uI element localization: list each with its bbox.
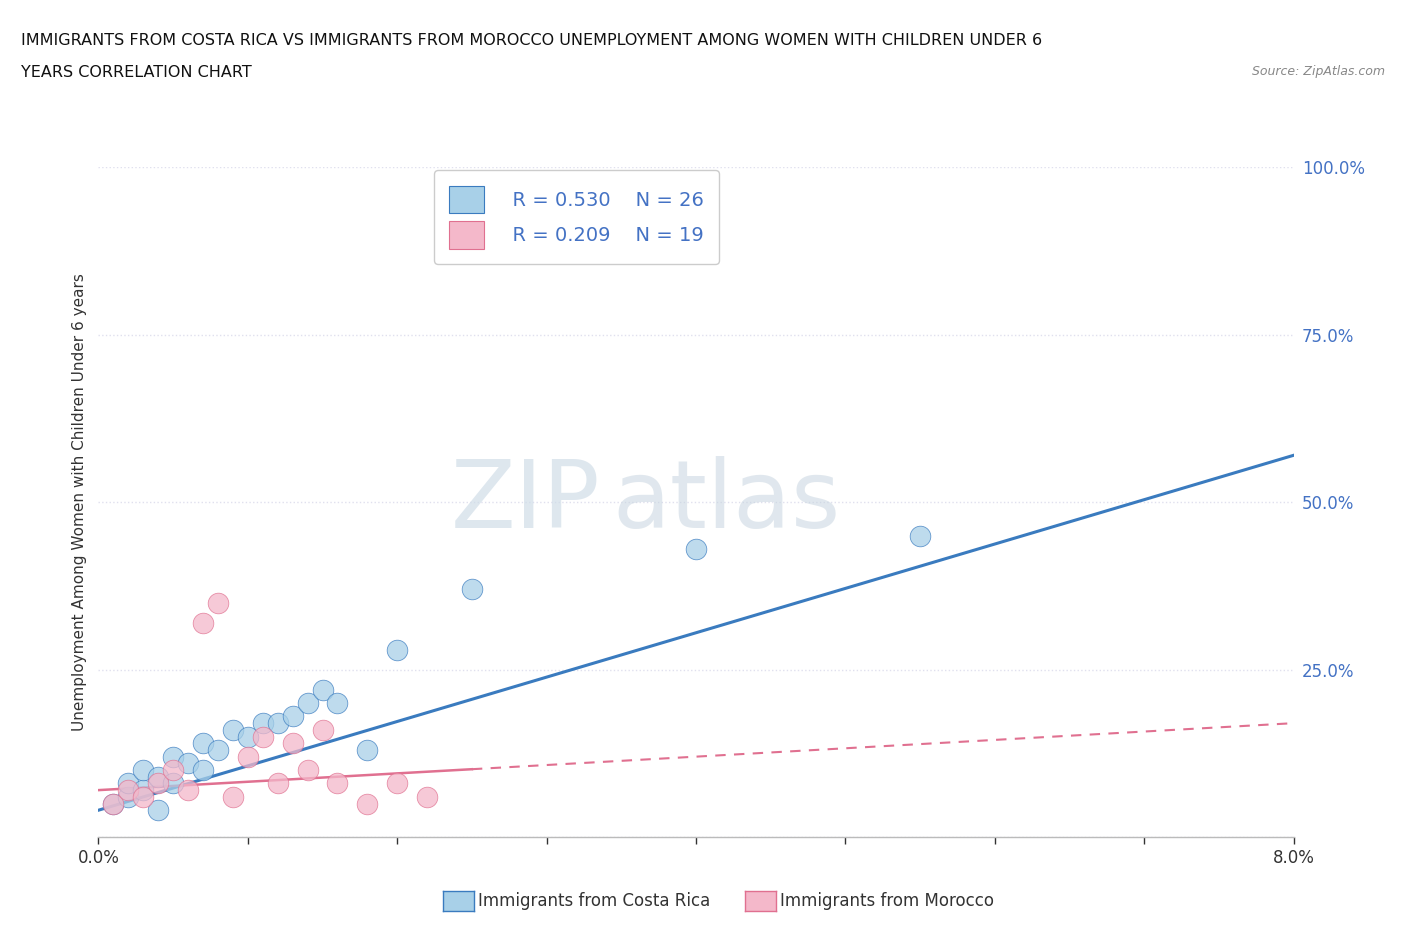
Point [148,776,170,790]
Point [385,642,409,657]
Point [132,783,155,798]
Point [222,790,245,804]
Point [222,723,245,737]
Point [132,790,155,804]
Point [297,763,319,777]
Text: YEARS CORRELATION CHART: YEARS CORRELATION CHART [21,65,252,80]
Point [236,750,259,764]
Point [297,696,319,711]
Point [132,763,155,777]
Point [162,763,184,777]
Legend:   R = 0.530    N = 26,   R = 0.209    N = 19: R = 0.530 N = 26, R = 0.209 N = 19 [433,170,720,264]
Point [326,776,349,790]
Text: IMMIGRANTS FROM COSTA RICA VS IMMIGRANTS FROM MOROCCO UNEMPLOYMENT AMONG WOMEN W: IMMIGRANTS FROM COSTA RICA VS IMMIGRANTS… [21,33,1042,47]
Point [685,541,707,556]
Point [177,756,200,771]
Point [908,528,931,543]
Point [117,790,139,804]
Point [281,736,304,751]
Point [326,696,349,711]
Point [103,796,125,811]
Text: atlas: atlas [612,457,841,548]
Point [416,790,439,804]
Point [311,683,333,698]
Point [162,776,184,790]
Point [191,616,214,631]
Point [236,729,259,744]
Text: Immigrants from Costa Rica: Immigrants from Costa Rica [478,892,710,910]
Point [103,796,125,811]
Text: ZIP: ZIP [451,457,600,548]
Point [267,716,290,731]
Point [191,736,214,751]
Point [177,783,200,798]
Text: Source: ZipAtlas.com: Source: ZipAtlas.com [1251,65,1385,78]
Text: Immigrants from Morocco: Immigrants from Morocco [780,892,994,910]
Y-axis label: Unemployment Among Women with Children Under 6 years: Unemployment Among Women with Children U… [72,273,87,731]
Point [191,763,214,777]
Point [148,769,170,784]
Point [207,595,229,610]
Point [356,796,378,811]
Point [311,723,333,737]
Point [117,776,139,790]
Point [117,783,139,798]
Point [267,776,290,790]
Point [162,750,184,764]
Point [252,729,274,744]
Point [356,742,378,757]
Point [461,582,484,597]
Point [385,776,409,790]
Point [207,742,229,757]
Point [148,803,170,817]
Point [281,709,304,724]
Point [252,716,274,731]
